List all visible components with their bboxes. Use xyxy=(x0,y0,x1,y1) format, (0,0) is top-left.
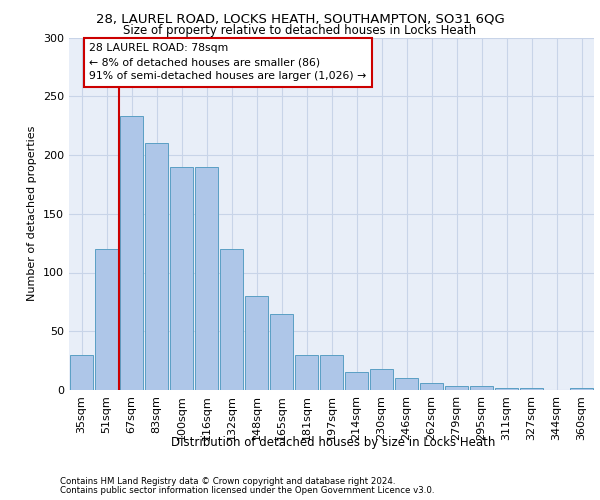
Bar xyxy=(520,388,543,390)
Bar xyxy=(570,388,593,390)
Bar xyxy=(495,388,518,390)
Bar xyxy=(245,296,268,390)
Bar xyxy=(320,355,343,390)
Bar xyxy=(445,386,468,390)
Y-axis label: Number of detached properties: Number of detached properties xyxy=(28,126,37,302)
Bar xyxy=(470,386,493,390)
Bar xyxy=(370,369,393,390)
Text: 28, LAUREL ROAD, LOCKS HEATH, SOUTHAMPTON, SO31 6QG: 28, LAUREL ROAD, LOCKS HEATH, SOUTHAMPTO… xyxy=(95,12,505,26)
Text: Size of property relative to detached houses in Locks Heath: Size of property relative to detached ho… xyxy=(124,24,476,37)
Bar xyxy=(195,167,218,390)
Bar xyxy=(95,249,118,390)
Text: Contains public sector information licensed under the Open Government Licence v3: Contains public sector information licen… xyxy=(60,486,434,495)
Text: Contains HM Land Registry data © Crown copyright and database right 2024.: Contains HM Land Registry data © Crown c… xyxy=(60,477,395,486)
Bar xyxy=(70,355,93,390)
Bar xyxy=(295,355,318,390)
Bar xyxy=(345,372,368,390)
Bar xyxy=(220,249,243,390)
Bar xyxy=(270,314,293,390)
Text: Distribution of detached houses by size in Locks Heath: Distribution of detached houses by size … xyxy=(171,436,495,449)
Bar xyxy=(145,143,168,390)
Bar xyxy=(395,378,418,390)
Bar xyxy=(120,116,143,390)
Bar xyxy=(170,167,193,390)
Bar xyxy=(420,383,443,390)
Text: 28 LAUREL ROAD: 78sqm
← 8% of detached houses are smaller (86)
91% of semi-detac: 28 LAUREL ROAD: 78sqm ← 8% of detached h… xyxy=(89,44,366,82)
